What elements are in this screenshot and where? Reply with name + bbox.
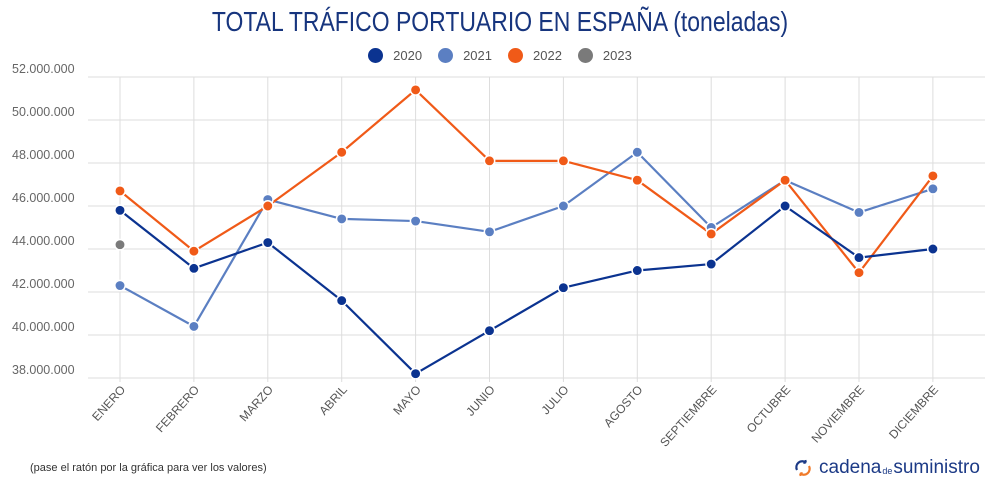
- legend-item-2023[interactable]: 2023: [577, 48, 632, 63]
- series-points[interactable]: 2021 ENERO: 42.300.000 2021 FEBRERO: 40.4…: [114, 83, 939, 380]
- data-point-2022-junio[interactable]: 2022 JUNIO: 48.100.000: [483, 154, 496, 167]
- data-point-2020-agosto[interactable]: 2020 AGOSTO: 43.000.000: [631, 264, 644, 277]
- x-tick-label: JUNIO: [463, 383, 497, 419]
- y-tick-label: 48.000.000: [12, 148, 75, 162]
- data-point-2021-junio[interactable]: 2021 JUNIO: 44.800.000: [483, 225, 496, 238]
- data-point-2021-noviembre[interactable]: 2021 NOVIEMBRE: 45.700.000: [853, 206, 865, 219]
- brand-name-small: de: [882, 465, 893, 476]
- x-tick-label: ABRIL: [316, 382, 350, 417]
- y-tick-label: 40.000.000: [12, 320, 75, 334]
- chart-legend: 2020 2021 2022 2023: [0, 48, 1000, 63]
- x-tick-label: FEBRERO: [153, 383, 202, 435]
- legend-dot-icon: [577, 48, 593, 63]
- data-point-2021-julio[interactable]: 2021 JULIO: 46.000.000: [557, 200, 570, 212]
- x-tick-label: SEPTIEMBRE: [657, 383, 719, 450]
- series-line-2020: [119, 204, 934, 375]
- brand-name-main: cadena: [819, 457, 882, 478]
- data-point-2022-agosto[interactable]: 2022 AGOSTO: 47.200.000: [631, 174, 644, 187]
- legend-dot-icon: [368, 48, 384, 63]
- data-point-2022-noviembre[interactable]: 2022 NOVIEMBRE: 42.900.000: [853, 266, 865, 279]
- x-axis: ENERO FEBRERO MARZO ABRIL MAYO JUNIO JULIO AGOS…: [89, 382, 941, 449]
- data-point-2022-septiembre[interactable]: 2022 SEPTIEMBRE: 44.700.000: [705, 228, 718, 240]
- data-point-2020-febrero[interactable]: 2020 FEBRERO: 43.100.000: [187, 262, 200, 275]
- data-point-2020-noviembre[interactable]: 2020 NOVIEMBRE: 43.600.000: [853, 251, 865, 264]
- data-point-2020-diciembre[interactable]: 2020 DICIEMBRE: 44.000.000: [926, 243, 939, 255]
- x-tick-label: NOVIEMBRE: [809, 383, 868, 446]
- legend-label: 2023: [602, 48, 632, 63]
- series-line-2022: [119, 88, 934, 274]
- data-point-2023-enero[interactable]: 2023 ENERO: 44.200.000: [114, 238, 126, 251]
- data-point-2022-julio[interactable]: 2022 JULIO: 48.100.000: [557, 154, 570, 167]
- legend-item-2020[interactable]: 2020: [368, 48, 422, 63]
- y-tick-label: 38.000.000: [12, 363, 75, 377]
- data-point-2021-diciembre[interactable]: 2021 DICIEMBRE: 46.800.000: [926, 182, 939, 195]
- data-point-2021-agosto[interactable]: 2021 AGOSTO: 48.500.000: [631, 146, 644, 159]
- data-point-2020-marzo[interactable]: 2020 MARZO: 44.300.000: [261, 236, 274, 249]
- legend-dot-icon: [438, 48, 454, 63]
- x-tick-label: OCTUBRE: [744, 383, 794, 436]
- circular-arrows-icon: [795, 459, 811, 477]
- legend-label: 2021: [463, 48, 492, 63]
- data-point-2020-mayo[interactable]: 2020 MAYO: 38.200.000: [409, 367, 422, 380]
- brand-name-tail: suministro: [893, 457, 980, 478]
- hover-instructions: (pase el ratón por la gráfica para ver l…: [30, 462, 267, 474]
- data-point-2021-enero[interactable]: 2021 ENERO: 42.300.000: [114, 279, 126, 292]
- data-point-2022-febrero[interactable]: 2022 FEBRERO: 43.900.000: [187, 245, 200, 258]
- data-point-2020-abril[interactable]: 2020 ABRIL: 41.600.000: [335, 294, 348, 307]
- brand-logo: cadena de suministro: [794, 457, 980, 479]
- x-tick-label: JULIO: [538, 383, 571, 418]
- legend-item-2021[interactable]: 2021: [438, 48, 492, 63]
- y-tick-label: 44.000.000: [12, 234, 75, 248]
- y-axis: 38.000.000 40.000.000 42.000.000 44.000.000…: [12, 62, 75, 377]
- data-point-2021-febrero[interactable]: 2021 FEBRERO: 40.400.000: [187, 320, 200, 333]
- legend-dot-icon: [508, 48, 523, 63]
- data-point-2020-septiembre[interactable]: 2020 SEPTIEMBRE: 43.300.000: [705, 258, 718, 270]
- data-point-2022-diciembre[interactable]: 2022 DICIEMBRE: 47.400.000: [926, 169, 939, 182]
- y-tick-label: 52.000.000: [12, 62, 75, 76]
- data-point-2021-abril[interactable]: 2021 ABRIL: 45.400.000: [335, 212, 348, 225]
- data-point-2022-enero[interactable]: 2022 ENERO: 46.700.000: [114, 185, 126, 197]
- data-point-2020-julio[interactable]: 2020 JULIO: 42.200.000: [557, 281, 570, 294]
- legend-label: 2022: [533, 48, 562, 63]
- data-point-2022-mayo[interactable]: 2022 MAYO: 51.400.000: [409, 83, 422, 96]
- legend-label: 2020: [393, 48, 423, 63]
- data-point-2020-enero[interactable]: 2020 ENERO: 45.800.000: [114, 204, 126, 217]
- series-line-2021: [119, 151, 934, 328]
- data-point-2020-junio[interactable]: 2020 JUNIO: 40.200.000: [483, 324, 496, 337]
- y-tick-label: 46.000.000: [12, 191, 75, 205]
- legend-item-2022[interactable]: 2022: [508, 48, 562, 63]
- chart-title: TOTAL TRÁFICO PORTUARIO EN ESPAÑA (tonel…: [211, 6, 789, 37]
- data-point-2022-abril[interactable]: 2022 ABRIL: 48.500.000: [335, 146, 348, 159]
- data-point-2022-marzo[interactable]: 2022 MARZO: 46.000.000: [261, 200, 274, 212]
- x-tick-label: MAYO: [390, 383, 423, 418]
- data-point-2022-octubre[interactable]: 2022 OCTUBRE: 47.200.000: [779, 174, 792, 187]
- series-lines: [119, 88, 934, 375]
- x-tick-label: ENERO: [89, 383, 128, 424]
- x-tick-label: MARZO: [237, 383, 276, 425]
- grid-lines: [88, 76, 985, 382]
- data-point-2020-octubre[interactable]: 2020 OCTUBRE: 46.000.000: [779, 200, 792, 212]
- y-tick-label: 50.000.000: [12, 105, 75, 119]
- x-tick-label: DICIEMBRE: [886, 383, 941, 442]
- y-tick-label: 42.000.000: [12, 277, 75, 291]
- data-point-2021-mayo[interactable]: 2021 MAYO: 45.300.000: [409, 215, 422, 228]
- x-tick-label: AGOSTO: [601, 383, 646, 430]
